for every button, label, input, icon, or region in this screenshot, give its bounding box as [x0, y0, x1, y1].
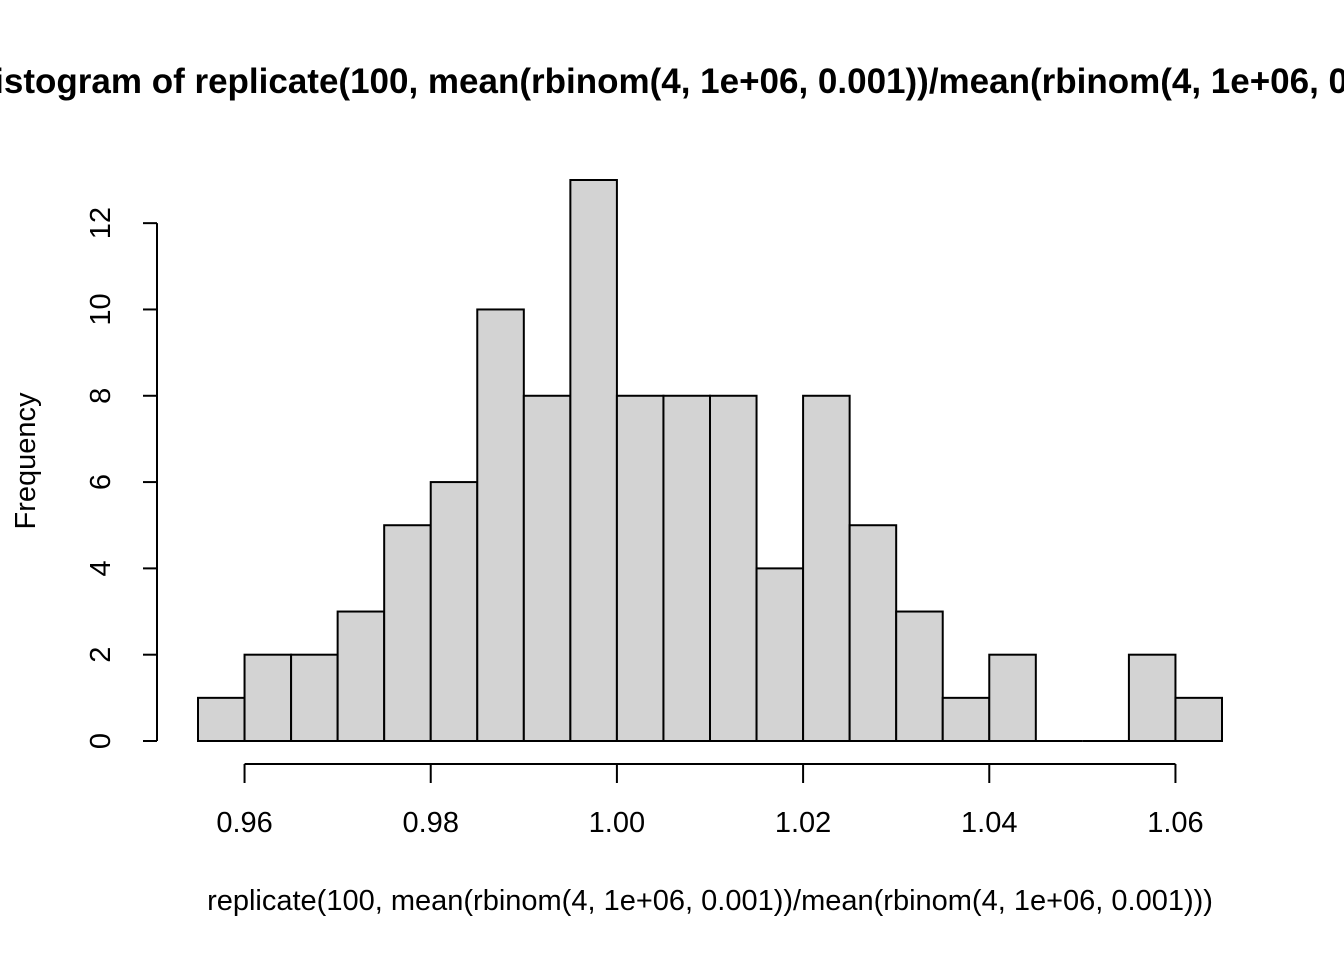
x-tick-label: 1.00	[589, 807, 645, 839]
histogram-bar	[895, 610, 944, 742]
x-axis: 0.96 0.98 1.00 1.02 1.04 1.06	[216, 763, 1204, 839]
x-tick-label: 1.04	[961, 807, 1017, 839]
histogram-bar	[709, 394, 758, 742]
histogram-bar	[802, 394, 851, 742]
y-tick-label: 0	[85, 733, 117, 749]
y-tick-label: 2	[85, 647, 117, 663]
histogram-bar	[290, 653, 339, 743]
histogram-bar	[662, 394, 711, 742]
y-axis-label: Frequency	[10, 392, 42, 530]
x-axis-label: replicate(100, mean(rbinom(4, 1e+06, 0.0…	[207, 885, 1213, 917]
chart-title: Histogram of replicate(100, mean(rbinom(…	[0, 62, 1344, 101]
histogram-bar	[569, 179, 618, 742]
histogram-bar	[988, 653, 1037, 743]
x-tick-label: 1.02	[775, 807, 831, 839]
histogram-bar	[615, 394, 665, 742]
histogram-bar	[383, 524, 432, 742]
histogram-bar	[1174, 696, 1224, 742]
y-tick-label: 8	[85, 388, 117, 404]
histogram-bar	[243, 653, 293, 743]
histogram-bar	[941, 696, 991, 742]
histogram-bar	[429, 481, 479, 742]
y-tick-label: 4	[85, 560, 117, 576]
histogram-bars	[197, 179, 1224, 743]
x-tick-label: 0.98	[403, 807, 459, 839]
x-tick-label: 0.96	[216, 807, 272, 839]
histogram-bar	[476, 308, 525, 742]
histogram-bar	[1127, 653, 1177, 743]
x-tick-label: 1.06	[1147, 807, 1203, 839]
y-tick-label: 12	[85, 207, 117, 239]
histogram-bar	[336, 610, 386, 742]
y-tick-label: 10	[85, 293, 117, 325]
y-tick-label: 6	[85, 474, 117, 490]
histogram-bar	[848, 524, 898, 742]
histogram-bar	[755, 567, 805, 743]
histogram-bar	[522, 394, 572, 742]
y-axis: 0 2 4 6 8 10 12	[85, 207, 158, 749]
histogram-bar	[197, 696, 246, 742]
